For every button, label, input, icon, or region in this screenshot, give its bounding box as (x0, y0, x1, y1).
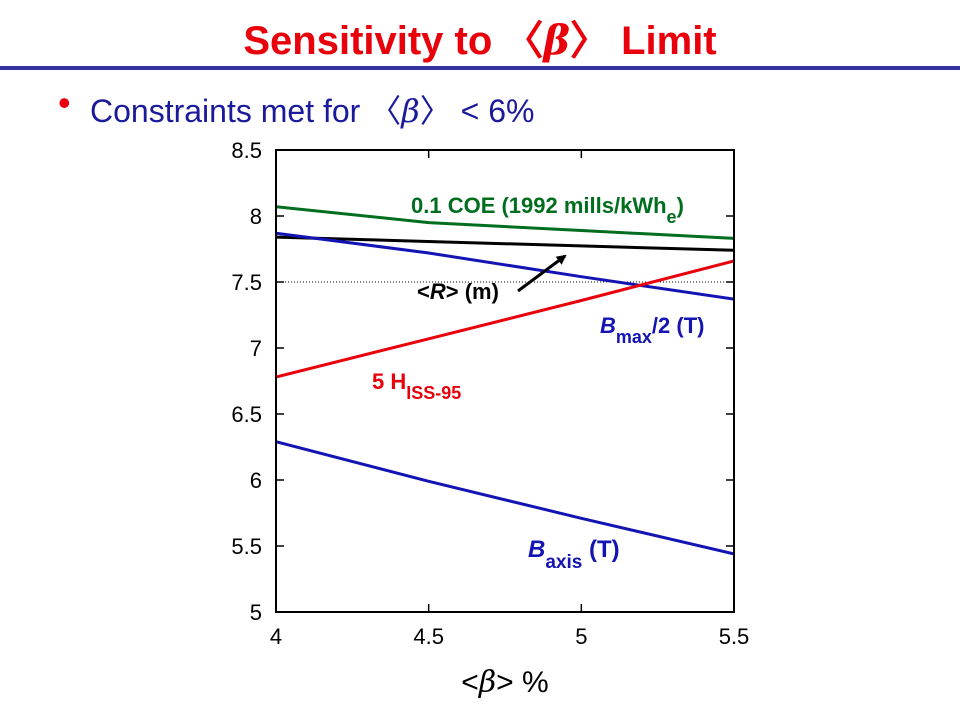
y-tick-label: 8 (250, 204, 262, 229)
bullet-suffix: < 6% (451, 93, 535, 129)
series-label-part: max (616, 327, 652, 347)
plot-frame (275, 149, 735, 613)
series-label-part: ISS-95 (406, 383, 461, 403)
title-right-angle: 〉 (569, 18, 610, 64)
y-tick-label: 6 (250, 468, 262, 493)
series-line-baxis (276, 440, 734, 556)
series-line-coe (276, 205, 734, 240)
x-tick-label: 5.5 (719, 624, 750, 649)
x-axis-label-part: > % (496, 666, 549, 699)
x-tick-label: 5 (575, 624, 587, 649)
series-label-hiss: 5 HISS-95 (372, 369, 461, 403)
y-tick-label: 5.5 (231, 534, 262, 559)
series-line-bmax (276, 231, 734, 301)
y-tick-label: 7.5 (231, 270, 262, 295)
x-tick-label: 4 (270, 624, 282, 649)
bullet-left-angle: 〈 (369, 92, 402, 130)
series-label-part: axis (545, 552, 582, 573)
series-label-baxis: Baxis (T) (528, 536, 620, 573)
series-label-part: < (417, 279, 430, 304)
series-line-hiss (276, 259, 734, 379)
title-underline-rule (0, 66, 960, 70)
series-label-radius: <R> (m) (417, 279, 499, 304)
series-label-part: 0.1 COE (1992 mills/kWh (411, 193, 667, 218)
x-axis-label-part: β (478, 665, 496, 700)
radius-pointer-arrow (517, 254, 567, 293)
series-line-radius (276, 235, 734, 252)
series-label-part: 5 H (372, 369, 406, 394)
bullet-beta-symbol: β (401, 92, 420, 130)
y-tick-label: 5 (250, 600, 262, 625)
title-beta-symbol: β (543, 17, 570, 64)
bullet-prefix: Constraints met for (90, 93, 370, 129)
y-tick-label: 8.5 (231, 138, 262, 163)
bullet-right-angle: 〉 (419, 92, 452, 130)
series-label-bmax: Bmax/2 (T) (600, 313, 704, 347)
series-label-part: ) (677, 193, 684, 218)
title-suffix: Limit (609, 19, 717, 63)
series-label-coe: 0.1 COE (1992 mills/kWhe) (411, 193, 684, 227)
x-axis-label-part: < (461, 666, 479, 699)
series-label-part: > (m) (446, 279, 499, 304)
series-label-part: R (430, 279, 446, 304)
x-axis-label: <β> % (461, 665, 548, 700)
series-label-part: B (600, 313, 616, 338)
bullet-text: Constraints met for 〈β〉 < 6% (90, 86, 534, 132)
bullet-dot-icon: • (58, 82, 71, 123)
series-label-part: B (528, 536, 545, 563)
x-tick-label: 4.5 (413, 624, 444, 649)
y-tick-label: 7 (250, 336, 262, 361)
title-left-angle: 〈 (503, 18, 544, 64)
title-prefix: Sensitivity to (243, 19, 504, 63)
series-label-part: (T) (582, 536, 619, 563)
series-label-part: /2 (T) (652, 313, 705, 338)
slide-title: Sensitivity to 〈β〉 Limit (0, 8, 960, 66)
y-tick-label: 6.5 (231, 402, 262, 427)
series-label-part: e (667, 207, 677, 227)
